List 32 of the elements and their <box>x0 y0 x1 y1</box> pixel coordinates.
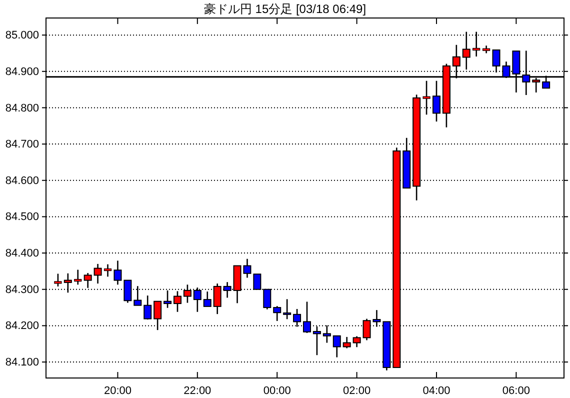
candlestick <box>283 298 292 320</box>
x-tick-label: 22:00 <box>184 384 212 397</box>
candlestick <box>203 290 212 308</box>
x-tick-label: 04:00 <box>422 384 450 397</box>
y-tick-label: 85.000 <box>5 30 39 42</box>
candlestick <box>74 269 82 286</box>
x-tick-label: 06:00 <box>502 384 530 397</box>
y-tick-label: 84.900 <box>5 66 39 78</box>
x-tick-label: 02:00 <box>343 384 371 397</box>
y-tick-label: 84.700 <box>5 138 39 151</box>
candlestick <box>273 305 282 322</box>
y-tick-label: 84.400 <box>5 248 39 260</box>
chart-title: 豪ドル円 15分足 [03/18 06:49] <box>204 2 366 16</box>
candlestick <box>154 300 162 331</box>
y-tick-label: 84.100 <box>5 356 39 369</box>
y-tick-label: 84.200 <box>5 320 39 332</box>
candlestick <box>164 290 172 309</box>
x-tick-label: 20:00 <box>104 384 132 397</box>
candlestick <box>144 294 152 320</box>
candlestick <box>332 335 341 358</box>
candlestick <box>173 290 182 313</box>
candlestick <box>342 336 351 349</box>
y-tick-label: 84.600 <box>5 174 39 187</box>
y-tick-label: 84.500 <box>5 211 39 224</box>
y-tick-label: 84.800 <box>5 102 39 114</box>
x-tick-label: 00:00 <box>263 384 291 397</box>
candlestick <box>94 263 102 284</box>
y-tick-label: 84.300 <box>5 284 39 296</box>
candlestick <box>54 273 62 288</box>
candlestick <box>104 264 112 278</box>
candlestick <box>352 336 361 348</box>
candlestick <box>114 260 122 286</box>
